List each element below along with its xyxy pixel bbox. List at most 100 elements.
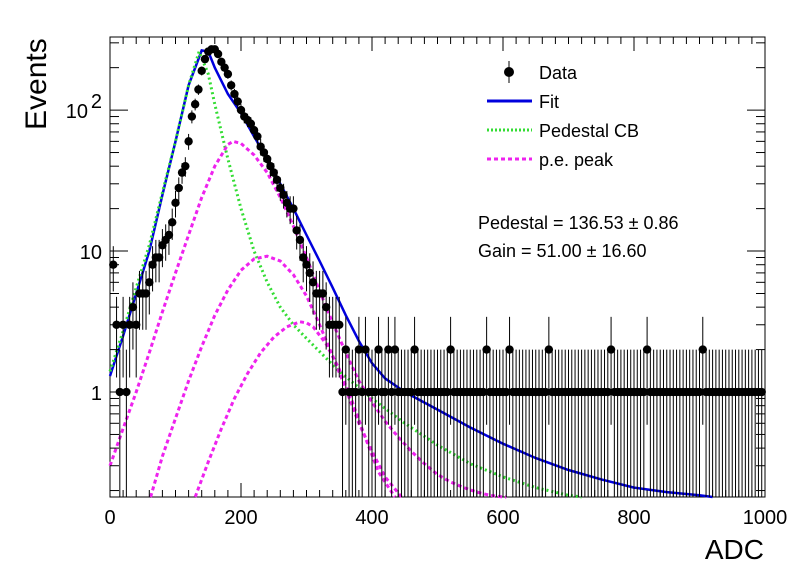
x-tick-label: 1000 <box>743 507 788 529</box>
data-point <box>642 345 652 354</box>
data-point <box>502 387 511 397</box>
data-point <box>305 268 314 278</box>
data-point <box>263 154 272 164</box>
data-point <box>164 230 174 240</box>
data-points <box>109 45 766 497</box>
data-point <box>318 289 328 298</box>
legend-label: Data <box>539 63 578 83</box>
data-point <box>482 345 491 354</box>
data-point <box>259 148 269 157</box>
data-point <box>236 105 246 115</box>
data-point <box>230 89 239 99</box>
data-point <box>168 218 177 227</box>
x-tick-label: 200 <box>224 507 257 529</box>
data-point <box>190 100 200 109</box>
data-point <box>302 260 311 269</box>
data-point <box>639 387 649 397</box>
data-point <box>407 387 416 397</box>
data-point <box>154 253 164 262</box>
data-point <box>223 69 233 79</box>
data-point <box>505 345 514 354</box>
data-point <box>233 97 242 106</box>
legend-label: Pedestal CB <box>539 121 639 141</box>
x-tick-label: 400 <box>355 507 388 529</box>
y-tick-label-exponent: 2 <box>91 91 102 113</box>
data-point <box>177 168 187 177</box>
y-axis-title: Events <box>20 38 53 130</box>
data-point <box>272 175 282 185</box>
data-point <box>603 387 612 397</box>
data-point <box>292 226 301 235</box>
data-point <box>220 63 229 72</box>
data-point <box>118 320 128 329</box>
data-point <box>253 132 262 141</box>
pedestal-annotation: Pedestal = 136.53 ± 0.86 <box>478 213 679 233</box>
data-point <box>371 387 380 397</box>
data-point <box>338 387 347 397</box>
data-point <box>200 54 210 64</box>
data-point <box>479 387 488 397</box>
data-point <box>361 345 370 354</box>
data-point <box>410 345 419 354</box>
data-point <box>354 345 364 354</box>
data-point <box>695 387 704 397</box>
data-point <box>141 289 151 298</box>
data-point <box>295 235 305 245</box>
data-point <box>299 253 308 262</box>
data-point <box>446 345 455 354</box>
data-point <box>128 302 138 312</box>
data-point <box>387 387 396 397</box>
y-tick-label: 10 <box>66 101 88 123</box>
data-point <box>184 137 193 146</box>
data-point <box>145 278 154 287</box>
x-tick-label: 600 <box>486 507 519 529</box>
data-point <box>384 345 393 354</box>
data-point <box>174 183 183 193</box>
data-point <box>289 204 298 213</box>
x-axis-title: ADC <box>705 534 764 565</box>
curve-p-e-peak-3 <box>193 320 397 498</box>
data-point <box>380 387 390 397</box>
data-point <box>321 302 331 312</box>
legend-data-marker <box>504 67 514 77</box>
curve-p-e-peak-1 <box>108 139 507 499</box>
data-point <box>148 260 157 269</box>
data-point <box>246 119 256 128</box>
data-point <box>698 345 707 354</box>
data-point <box>266 161 275 171</box>
y-tick-label: 1 <box>91 383 102 405</box>
data-point <box>197 66 206 75</box>
data-point <box>125 320 134 329</box>
data-point <box>226 81 236 90</box>
data-point <box>171 198 180 207</box>
data-point <box>276 183 285 193</box>
data-point <box>390 345 400 354</box>
curve-pedestal-cb <box>108 47 582 499</box>
curve-p-e-peak-2 <box>149 254 403 498</box>
data-point <box>606 345 616 354</box>
x-tick-label: 0 <box>104 507 115 529</box>
data-point <box>443 387 452 397</box>
data-point <box>249 126 259 135</box>
x-tick-label: 800 <box>617 507 650 529</box>
data-point <box>341 345 350 354</box>
data-point <box>544 345 554 354</box>
data-point <box>541 387 550 397</box>
data-point <box>351 387 360 397</box>
data-point <box>269 168 278 177</box>
data-point <box>181 161 190 171</box>
data-point <box>374 345 383 354</box>
data-point <box>308 278 318 287</box>
legend-label: Fit <box>539 92 559 112</box>
data-point <box>279 190 288 200</box>
legend: Data Fit Pedestal CB p.e. peak <box>487 61 639 170</box>
gain-annotation: Gain = 51.00 ± 16.60 <box>478 241 647 261</box>
data-point <box>187 112 197 121</box>
data-point <box>132 320 141 329</box>
data-point <box>194 85 203 94</box>
legend-label: p.e. peak <box>539 150 614 170</box>
y-tick-label: 10 <box>80 242 102 264</box>
data-point <box>335 320 344 329</box>
